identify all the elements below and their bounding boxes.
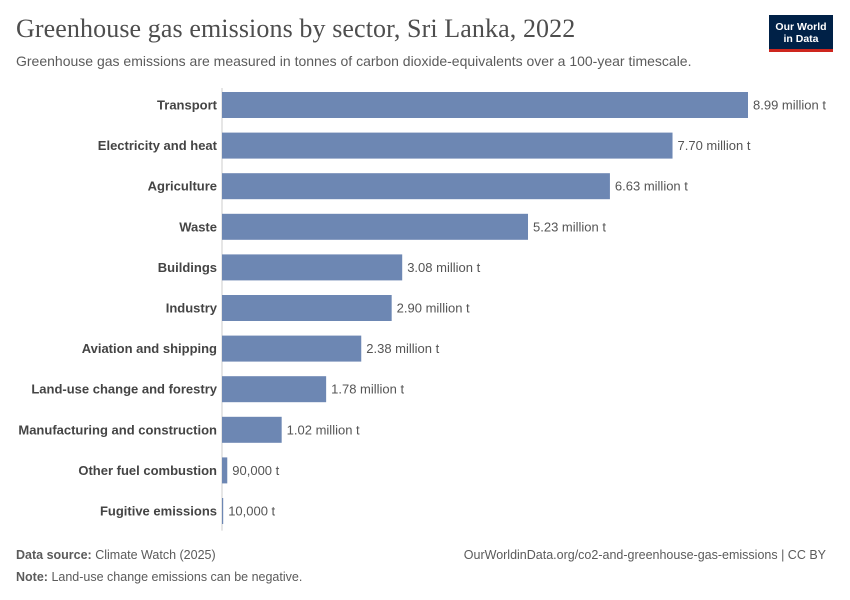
category-label: Aviation and shipping (82, 341, 217, 356)
category-label: Industry (166, 301, 218, 316)
category-label: Fugitive emissions (100, 504, 217, 519)
value-label: 6.63 million t (615, 179, 688, 194)
category-label: Buildings (158, 260, 217, 275)
bar[interactable] (222, 213, 529, 240)
category-label: Transport (157, 98, 218, 113)
category-label: Electricity and heat (98, 138, 218, 153)
value-label: 1.78 million t (331, 382, 404, 397)
bar[interactable] (222, 254, 403, 281)
chart-title: Greenhouse gas emissions by sector, Sri … (16, 14, 576, 43)
value-label: 7.70 million t (678, 138, 751, 153)
value-label: 8.99 million t (753, 98, 826, 113)
value-label: 5.23 million t (533, 219, 606, 234)
bar[interactable] (222, 457, 228, 484)
data-source-link[interactable]: Climate Watch (2025) (95, 548, 216, 562)
bar[interactable] (222, 132, 673, 159)
bar[interactable] (222, 295, 392, 321)
category-label: Other fuel combustion (78, 463, 217, 478)
value-label: 1.02 million t (287, 422, 360, 437)
logo-line-2: in Data (783, 33, 819, 45)
data-source-label: Data source: (16, 548, 92, 562)
category-label: Agriculture (148, 179, 217, 194)
bar[interactable] (222, 416, 282, 443)
bar[interactable] (222, 335, 362, 362)
data-source: Data source: Climate Watch (2025) (16, 548, 216, 562)
chart-subtitle: Greenhouse gas emissions are measured in… (16, 53, 692, 69)
category-label: Land-use change and forestry (31, 382, 217, 397)
note-label: Note: (16, 570, 48, 584)
owid-logo[interactable]: Our World in Data (769, 15, 833, 52)
category-label: Waste (179, 219, 217, 234)
source-url-link[interactable]: OurWorldinData.org/co2-and-greenhouse-ga… (463, 548, 826, 562)
bar[interactable] (222, 173, 610, 200)
bar[interactable] (222, 376, 327, 403)
bar-chart: Transport 8.99 million t Electricity and h… (18, 88, 826, 531)
chart-note: Note: Land-use change emissions can be n… (16, 570, 302, 584)
logo-line-1: Our World (775, 21, 827, 33)
value-label: 2.38 million t (366, 341, 439, 356)
note-text: Land-use change emissions can be negativ… (51, 570, 303, 584)
value-label: 90,000 t (232, 463, 279, 478)
value-label: 3.08 million t (407, 260, 480, 275)
bar[interactable] (222, 92, 748, 118)
category-label: Manufacturing and construction (18, 422, 217, 437)
value-label: 2.90 million t (397, 301, 470, 316)
value-label: 10,000 t (228, 504, 275, 519)
bar[interactable] (222, 498, 224, 524)
